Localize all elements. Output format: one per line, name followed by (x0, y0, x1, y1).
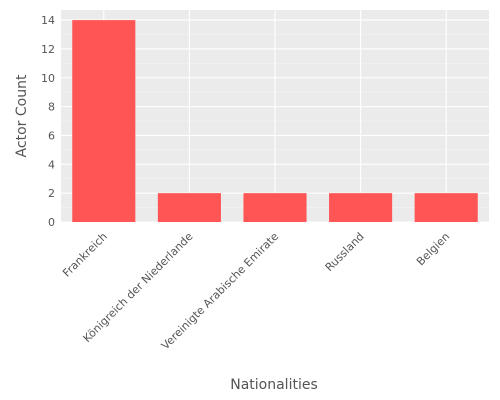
y-tick-label: 12 (41, 43, 55, 56)
y-tick-label: 6 (48, 129, 55, 142)
bar-belgien (414, 193, 478, 222)
bar-frankreich (72, 20, 136, 222)
y-tick-label: 4 (48, 158, 55, 171)
bar-königreich-der-niederlande (157, 193, 221, 222)
y-tick-label: 14 (41, 14, 55, 27)
y-tick-label: 0 (48, 216, 55, 229)
x-tick-label: Frankreich (60, 230, 110, 280)
y-axis-title: Actor Count (14, 74, 30, 157)
x-tick-label: Russland (323, 230, 367, 274)
x-tick-label: Belgien (414, 230, 452, 268)
bar-russland (329, 193, 393, 222)
bars (72, 20, 478, 222)
y-tick-label: 10 (41, 72, 55, 85)
x-axis-title: Nationalities (230, 377, 318, 393)
y-tick-label: 2 (48, 187, 55, 200)
bar-vereinigte-arabische-emirate (243, 193, 307, 222)
y-tick-labels: 0 2 4 6 8 10 12 14 (41, 14, 55, 229)
y-tick-label: 8 (48, 101, 55, 114)
